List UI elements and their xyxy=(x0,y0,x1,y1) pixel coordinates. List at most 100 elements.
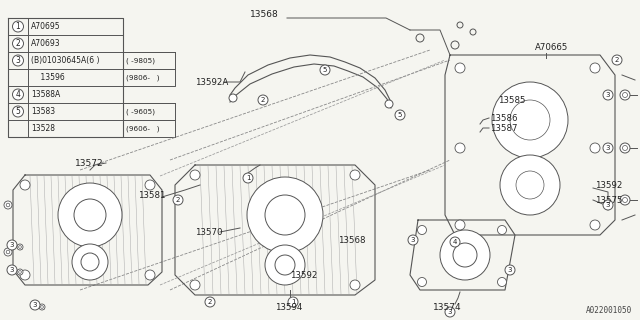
Text: 13583: 13583 xyxy=(31,107,55,116)
Circle shape xyxy=(455,63,465,73)
Text: A70665: A70665 xyxy=(535,43,568,52)
Circle shape xyxy=(4,248,12,256)
Circle shape xyxy=(265,245,305,285)
Text: (9806-   ): (9806- ) xyxy=(126,74,159,81)
Text: 13592: 13592 xyxy=(290,270,317,279)
Text: 3: 3 xyxy=(605,145,611,151)
Circle shape xyxy=(623,92,627,98)
Circle shape xyxy=(590,63,600,73)
Text: ( -9605): ( -9605) xyxy=(126,108,155,115)
Circle shape xyxy=(258,95,268,105)
Circle shape xyxy=(13,38,24,49)
Circle shape xyxy=(623,197,627,203)
Text: 3: 3 xyxy=(10,242,14,248)
Circle shape xyxy=(13,89,24,100)
Text: 13572: 13572 xyxy=(75,158,104,167)
Circle shape xyxy=(497,226,506,235)
Circle shape xyxy=(173,195,183,205)
Text: 5: 5 xyxy=(15,107,20,116)
Circle shape xyxy=(590,143,600,153)
Circle shape xyxy=(612,55,622,65)
Circle shape xyxy=(440,230,490,280)
Circle shape xyxy=(497,277,506,286)
Circle shape xyxy=(500,155,560,215)
Circle shape xyxy=(620,90,630,100)
Circle shape xyxy=(417,226,426,235)
Text: 5: 5 xyxy=(323,67,327,73)
Circle shape xyxy=(450,237,460,247)
Circle shape xyxy=(145,180,155,190)
Text: 13570: 13570 xyxy=(195,228,223,236)
Circle shape xyxy=(417,277,426,286)
Circle shape xyxy=(205,297,215,307)
Text: 3: 3 xyxy=(605,202,611,208)
Circle shape xyxy=(30,300,40,310)
Text: 5: 5 xyxy=(398,112,402,118)
Text: 3: 3 xyxy=(10,267,14,273)
Circle shape xyxy=(455,143,465,153)
Circle shape xyxy=(505,265,515,275)
Circle shape xyxy=(229,94,237,102)
Circle shape xyxy=(7,240,17,250)
Text: 3: 3 xyxy=(508,267,512,273)
Circle shape xyxy=(603,143,613,153)
Text: 3: 3 xyxy=(448,309,452,315)
Text: 4: 4 xyxy=(15,90,20,99)
Text: 13568: 13568 xyxy=(338,236,365,244)
Text: 13528: 13528 xyxy=(31,124,55,133)
Circle shape xyxy=(620,143,630,153)
Text: 1: 1 xyxy=(15,22,20,31)
Circle shape xyxy=(492,82,568,158)
Circle shape xyxy=(455,220,465,230)
Circle shape xyxy=(620,195,630,205)
Text: 2: 2 xyxy=(176,197,180,203)
Text: 2: 2 xyxy=(615,57,619,63)
Text: 3: 3 xyxy=(15,56,20,65)
Text: 13568: 13568 xyxy=(250,10,279,19)
Text: 13581: 13581 xyxy=(138,190,166,199)
Circle shape xyxy=(72,244,108,280)
Text: 13574: 13574 xyxy=(433,303,461,313)
Text: 13592A: 13592A xyxy=(195,77,228,86)
Text: (B)01030645A(6 ): (B)01030645A(6 ) xyxy=(31,56,99,65)
Circle shape xyxy=(445,307,455,317)
Circle shape xyxy=(145,270,155,280)
Circle shape xyxy=(17,244,23,250)
Circle shape xyxy=(20,270,30,280)
Text: 13596: 13596 xyxy=(31,73,65,82)
Text: 13585: 13585 xyxy=(498,95,525,105)
Text: 4: 4 xyxy=(453,239,457,245)
Circle shape xyxy=(603,200,613,210)
Text: 2: 2 xyxy=(15,39,20,48)
Circle shape xyxy=(603,90,613,100)
Text: A022001050: A022001050 xyxy=(586,306,632,315)
Circle shape xyxy=(350,170,360,180)
Circle shape xyxy=(13,106,24,117)
Circle shape xyxy=(7,265,17,275)
Circle shape xyxy=(4,201,12,209)
Text: 3: 3 xyxy=(411,237,415,243)
Circle shape xyxy=(288,297,298,307)
Text: 3: 3 xyxy=(605,92,611,98)
Circle shape xyxy=(247,177,323,253)
Text: 1: 1 xyxy=(291,299,295,305)
Text: 13594: 13594 xyxy=(275,303,302,313)
Circle shape xyxy=(395,110,405,120)
Circle shape xyxy=(13,21,24,32)
Text: A70695: A70695 xyxy=(31,22,61,31)
Text: ( -9805): ( -9805) xyxy=(126,57,155,64)
Text: 13586: 13586 xyxy=(490,114,518,123)
Text: 3: 3 xyxy=(33,302,37,308)
Text: 13592: 13592 xyxy=(595,180,622,189)
Circle shape xyxy=(190,280,200,290)
Circle shape xyxy=(190,170,200,180)
Circle shape xyxy=(408,235,418,245)
Text: 13575: 13575 xyxy=(595,196,623,204)
Circle shape xyxy=(590,220,600,230)
Text: A70693: A70693 xyxy=(31,39,61,48)
Circle shape xyxy=(243,173,253,183)
Circle shape xyxy=(516,171,544,199)
Text: 13587: 13587 xyxy=(490,124,518,132)
Circle shape xyxy=(320,65,330,75)
Text: 2: 2 xyxy=(261,97,265,103)
